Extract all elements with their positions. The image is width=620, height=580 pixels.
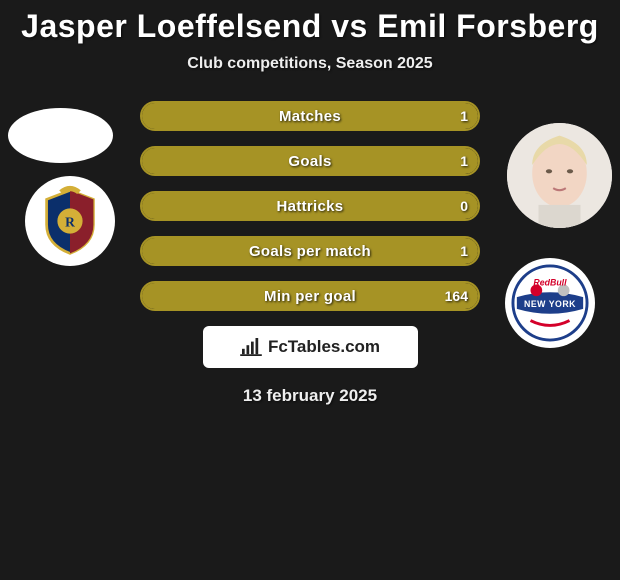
stat-value-right: 164	[445, 283, 468, 309]
page-title: Jasper Loeffelsend vs Emil Forsberg	[0, 8, 620, 45]
svg-text:RedBull: RedBull	[533, 277, 567, 287]
stat-label: Goals	[142, 148, 478, 174]
player-right-photo	[507, 123, 612, 228]
snapshot-date: 13 february 2025	[0, 386, 620, 406]
stat-value-right: 1	[460, 103, 468, 129]
stat-row: Goals per match1	[140, 236, 480, 266]
branding-box: FcTables.com	[203, 326, 418, 368]
stat-value-right: 1	[460, 238, 468, 264]
svg-text:R: R	[65, 214, 75, 229]
stat-row: Min per goal164	[140, 281, 480, 311]
branding-text: FcTables.com	[268, 337, 380, 357]
stat-label: Goals per match	[142, 238, 478, 264]
club-right-crest: NEW YORK RedBull	[505, 258, 595, 348]
svg-text:NEW YORK: NEW YORK	[524, 299, 576, 309]
stat-label: Min per goal	[142, 283, 478, 309]
club-left-crest: R	[25, 176, 115, 266]
stat-row: Hattricks0	[140, 191, 480, 221]
competition-subtitle: Club competitions, Season 2025	[0, 55, 620, 73]
stat-label: Matches	[142, 103, 478, 129]
stat-value-right: 0	[460, 193, 468, 219]
stats-container: Matches1Goals1Hattricks0Goals per match1…	[140, 101, 480, 311]
barchart-icon	[240, 338, 262, 356]
player-left-photo	[8, 108, 113, 163]
stat-label: Hattricks	[142, 193, 478, 219]
stat-value-right: 1	[460, 148, 468, 174]
stat-row: Matches1	[140, 101, 480, 131]
stat-row: Goals1	[140, 146, 480, 176]
